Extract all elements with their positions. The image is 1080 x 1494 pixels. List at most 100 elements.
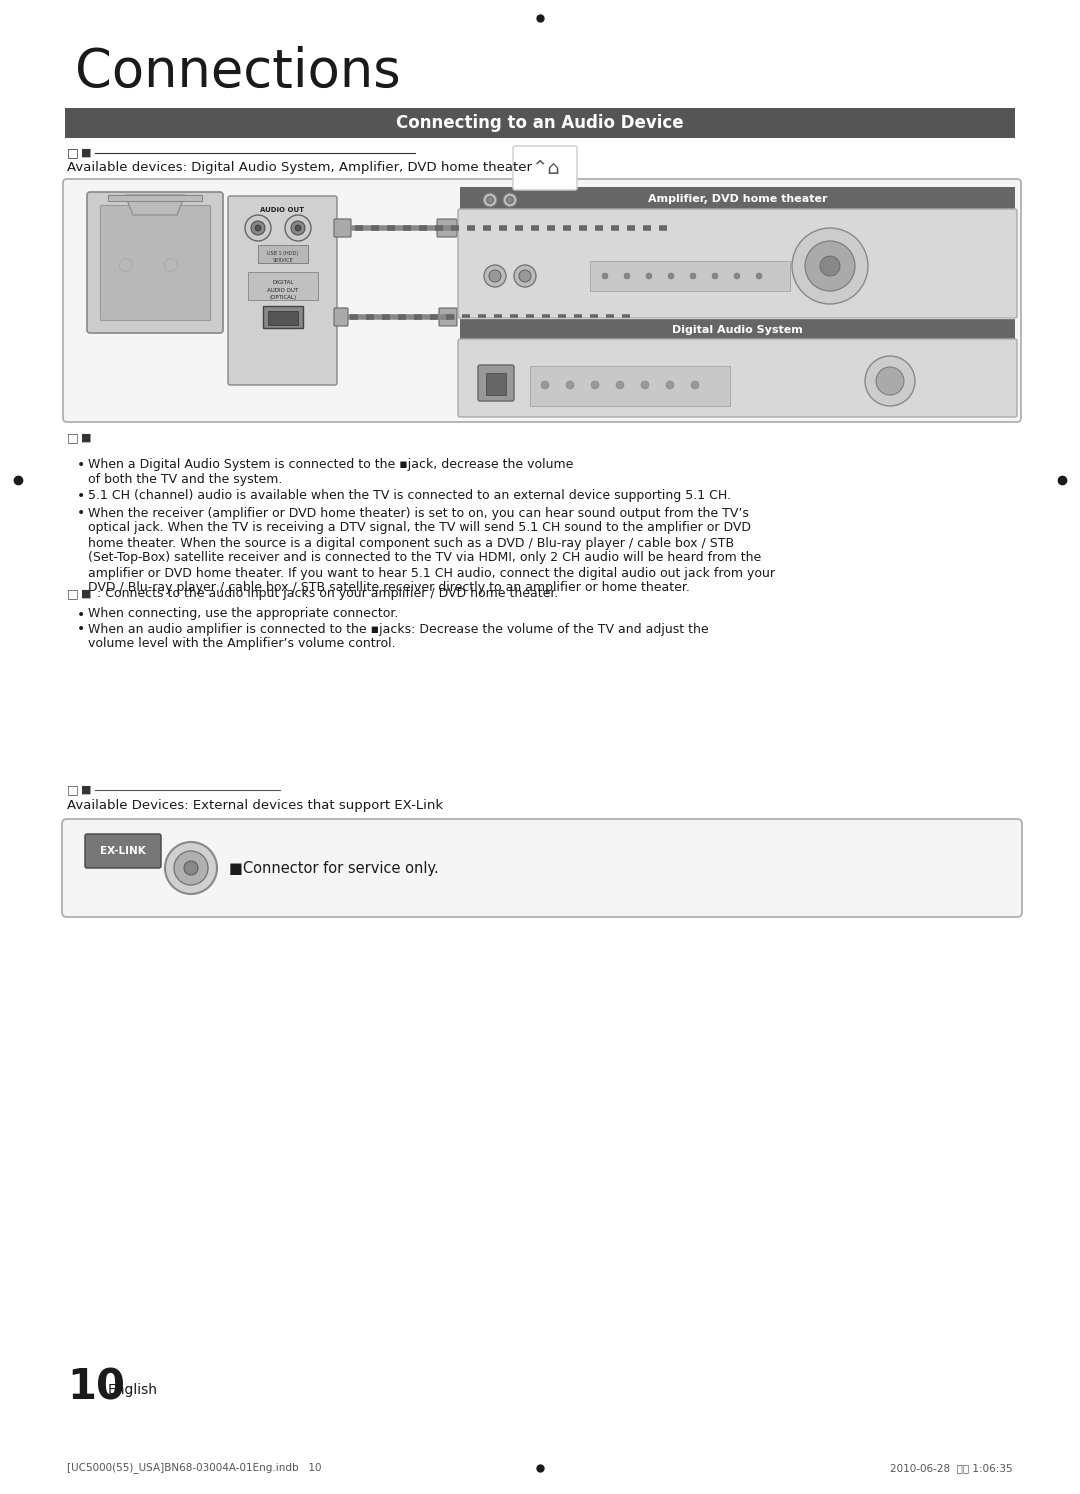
Text: •: • (77, 506, 85, 520)
Circle shape (646, 273, 652, 279)
Text: AUDIO OUT: AUDIO OUT (268, 287, 298, 293)
FancyBboxPatch shape (228, 196, 337, 385)
Text: ■: ■ (81, 589, 92, 599)
Text: •: • (77, 623, 85, 636)
Text: When the receiver (amplifier or DVD home theater) is set to on, you can hear sou: When the receiver (amplifier or DVD home… (87, 506, 775, 595)
Circle shape (734, 273, 740, 279)
Text: •: • (77, 608, 85, 622)
Text: Available devices: Digital Audio System, Amplifier, DVD home theater: Available devices: Digital Audio System,… (67, 161, 532, 175)
Polygon shape (125, 196, 185, 215)
Circle shape (255, 226, 261, 232)
Circle shape (602, 273, 608, 279)
FancyBboxPatch shape (438, 308, 457, 326)
Bar (268, 311, 298, 326)
Text: •: • (77, 459, 85, 472)
Circle shape (690, 273, 696, 279)
Text: Connecting to an Audio Device: Connecting to an Audio Device (396, 114, 684, 131)
Circle shape (642, 381, 649, 388)
Text: ■: ■ (81, 784, 92, 795)
Circle shape (174, 852, 208, 884)
Bar (264, 306, 303, 329)
Circle shape (184, 861, 198, 875)
FancyBboxPatch shape (63, 179, 1021, 421)
Circle shape (591, 381, 599, 388)
Bar (486, 374, 507, 394)
FancyBboxPatch shape (87, 193, 222, 333)
Bar (258, 245, 308, 263)
Circle shape (251, 221, 265, 235)
Text: □: □ (67, 432, 79, 445)
Circle shape (566, 381, 573, 388)
Circle shape (541, 381, 549, 388)
Bar (460, 187, 1015, 211)
Bar (530, 366, 730, 406)
Text: 2010-06-28  오후 1:06:35: 2010-06-28 오후 1:06:35 (890, 1463, 1013, 1473)
Circle shape (503, 193, 517, 208)
Text: □: □ (67, 587, 79, 601)
Bar (108, 196, 202, 202)
FancyBboxPatch shape (62, 819, 1022, 917)
Text: 5.1 CH (channel) audio is available when the TV is connected to an external devi: 5.1 CH (channel) audio is available when… (87, 489, 731, 502)
Bar (65, 108, 1015, 137)
Text: ○: ○ (117, 255, 133, 273)
Text: ■: ■ (81, 433, 92, 444)
FancyBboxPatch shape (458, 339, 1017, 417)
Text: (OPTICAL): (OPTICAL) (269, 294, 297, 299)
Text: When a Digital Audio System is connected to the ▪jack, decrease the volume
of bo: When a Digital Audio System is connected… (87, 459, 573, 486)
Circle shape (483, 193, 497, 208)
Circle shape (165, 843, 217, 893)
Bar (100, 205, 210, 320)
Text: When an audio amplifier is connected to the ▪jacks: Decrease the volume of the T: When an audio amplifier is connected to … (87, 623, 708, 650)
FancyBboxPatch shape (478, 365, 514, 400)
Circle shape (291, 221, 305, 235)
Text: AUDIO OUT: AUDIO OUT (260, 208, 305, 214)
Circle shape (712, 273, 718, 279)
Text: ■Connector for service only.: ■Connector for service only. (229, 861, 438, 875)
Circle shape (486, 197, 494, 203)
Text: DIGITAL: DIGITAL (272, 281, 294, 285)
Circle shape (616, 381, 624, 388)
Circle shape (489, 270, 501, 282)
Circle shape (792, 229, 868, 303)
Circle shape (865, 356, 915, 406)
Circle shape (507, 197, 513, 203)
Bar (590, 261, 789, 291)
Text: 10: 10 (67, 1367, 125, 1409)
Text: Available Devices: External devices that support EX-Link: Available Devices: External devices that… (67, 799, 443, 813)
Circle shape (805, 241, 855, 291)
Circle shape (285, 215, 311, 241)
Text: ⌃⌂: ⌃⌂ (530, 158, 559, 178)
Text: ○: ○ (162, 255, 178, 273)
Text: : Connects to the audio input jacks on your amplifier / DVD home theater.: : Connects to the audio input jacks on y… (97, 587, 558, 601)
Text: [UC5000(55)_USA]BN68-03004A-01Eng.indb   10: [UC5000(55)_USA]BN68-03004A-01Eng.indb 1… (67, 1463, 322, 1473)
Text: USB 1 (HDD): USB 1 (HDD) (268, 251, 298, 257)
Text: English: English (108, 1383, 158, 1397)
Text: SERVICE: SERVICE (272, 257, 294, 263)
Circle shape (756, 273, 762, 279)
FancyBboxPatch shape (334, 308, 348, 326)
Bar (460, 320, 1015, 341)
FancyBboxPatch shape (437, 220, 457, 238)
Circle shape (295, 226, 301, 232)
FancyBboxPatch shape (513, 146, 577, 190)
Circle shape (519, 270, 531, 282)
Circle shape (514, 264, 536, 287)
Circle shape (624, 273, 630, 279)
Text: Connections: Connections (75, 46, 401, 99)
Text: Amplifier, DVD home theater: Amplifier, DVD home theater (648, 194, 827, 205)
Text: ■: ■ (81, 148, 92, 158)
Text: When connecting, use the appropriate connector.: When connecting, use the appropriate con… (87, 608, 399, 620)
FancyBboxPatch shape (458, 209, 1017, 318)
Bar (248, 272, 318, 300)
Circle shape (820, 255, 840, 276)
Circle shape (876, 368, 904, 394)
Text: •: • (77, 489, 85, 503)
Circle shape (669, 273, 674, 279)
FancyBboxPatch shape (85, 834, 161, 868)
Text: EX-LINK: EX-LINK (100, 846, 146, 856)
Text: Digital Audio System: Digital Audio System (672, 326, 802, 335)
FancyBboxPatch shape (334, 220, 351, 238)
Text: □: □ (67, 783, 79, 796)
Text: □: □ (67, 146, 79, 160)
Circle shape (484, 264, 507, 287)
